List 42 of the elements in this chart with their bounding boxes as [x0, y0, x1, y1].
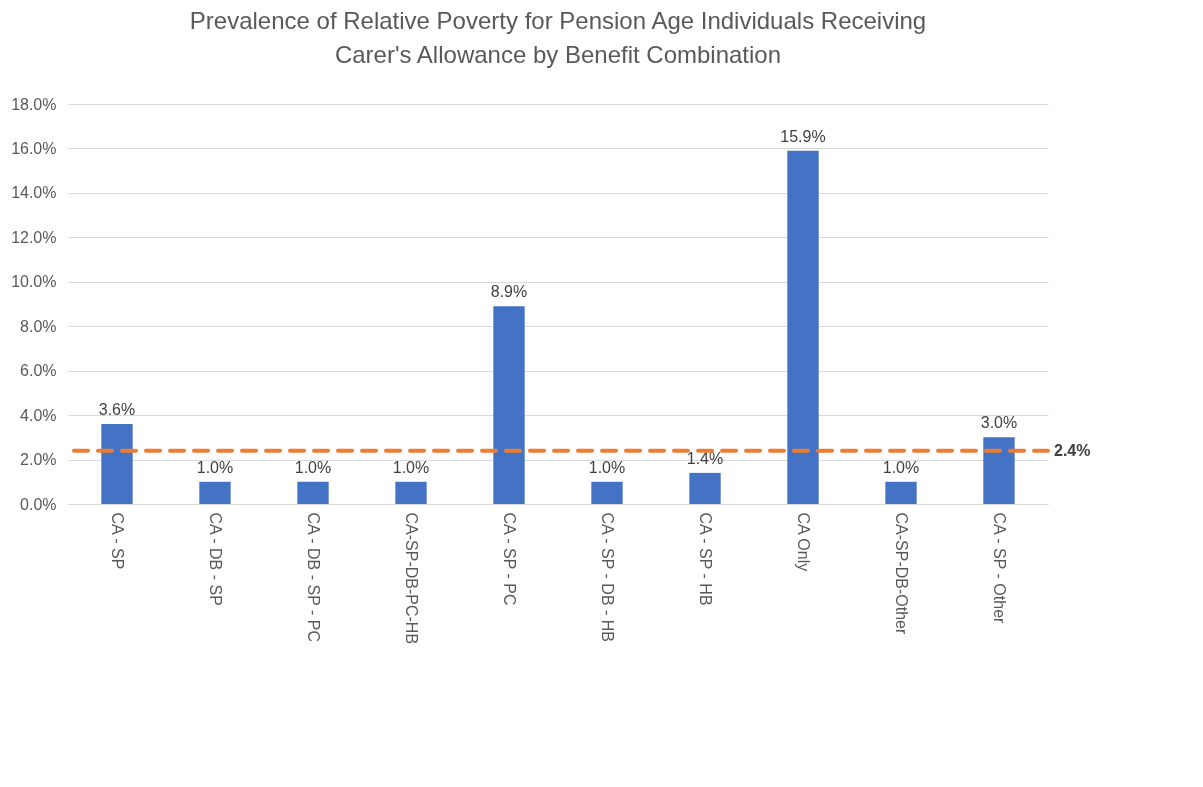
bar	[885, 481, 917, 504]
bar	[787, 150, 819, 504]
data-label: 1.0%	[392, 458, 430, 476]
y-tick-label: 18.0%	[11, 95, 57, 113]
data-label: 3.0%	[980, 414, 1018, 432]
chart-title: Prevalence of Relative Poverty for Pension Age Individuals Receiving Carer's Allowance by Benefit Combination	[189, 7, 927, 68]
data-label: 8.9%	[490, 283, 528, 301]
y-tick-label: 12.0%	[11, 228, 57, 246]
bar	[689, 472, 721, 504]
x-tick-label: CA - DB - SP	[207, 512, 224, 606]
data-label: 1.0%	[882, 458, 920, 476]
x-tick-label: CA-SP-DB-Other	[893, 512, 910, 635]
x-tick-label: CA - SP	[109, 512, 126, 570]
bar	[983, 437, 1015, 504]
bar	[395, 481, 427, 504]
y-tick-label: 2.0%	[20, 451, 57, 469]
x-tick-label: CA-SP-DB-PC-HB	[403, 512, 420, 645]
y-tick-label: 8.0%	[20, 317, 57, 335]
y-tick-label: 10.0%	[11, 273, 57, 291]
y-tick-label: 4.0%	[20, 406, 57, 424]
y-tick-label: 16.0%	[11, 139, 57, 157]
y-tick-label: 6.0%	[20, 362, 57, 380]
x-tick-label: CA - SP - HB	[697, 512, 714, 606]
data-label: 15.9%	[780, 127, 826, 145]
bar	[493, 306, 525, 504]
bar	[297, 481, 329, 504]
y-tick-label: 0.0%	[20, 495, 57, 513]
bar	[101, 424, 133, 504]
bar	[199, 481, 231, 504]
x-tick-label: CA Only	[795, 512, 812, 572]
x-tick-label: CA - SP - Other	[991, 512, 1008, 625]
data-label: 1.0%	[294, 458, 332, 476]
data-label: 3.6%	[98, 401, 136, 418]
bar	[591, 481, 623, 504]
x-tick-label: CA - SP - PC	[501, 512, 518, 606]
y-tick-label: 14.0%	[11, 184, 57, 202]
x-tick-label: CA - SP - DB - HB	[599, 512, 616, 643]
x-tick-label: CA - DB - SP - PC	[305, 512, 322, 643]
ref-line-label: 2.4%	[1054, 441, 1091, 459]
data-label: 1.0%	[588, 458, 626, 476]
data-label: 1.0%	[196, 458, 234, 476]
data-label: 1.4%	[686, 449, 724, 467]
